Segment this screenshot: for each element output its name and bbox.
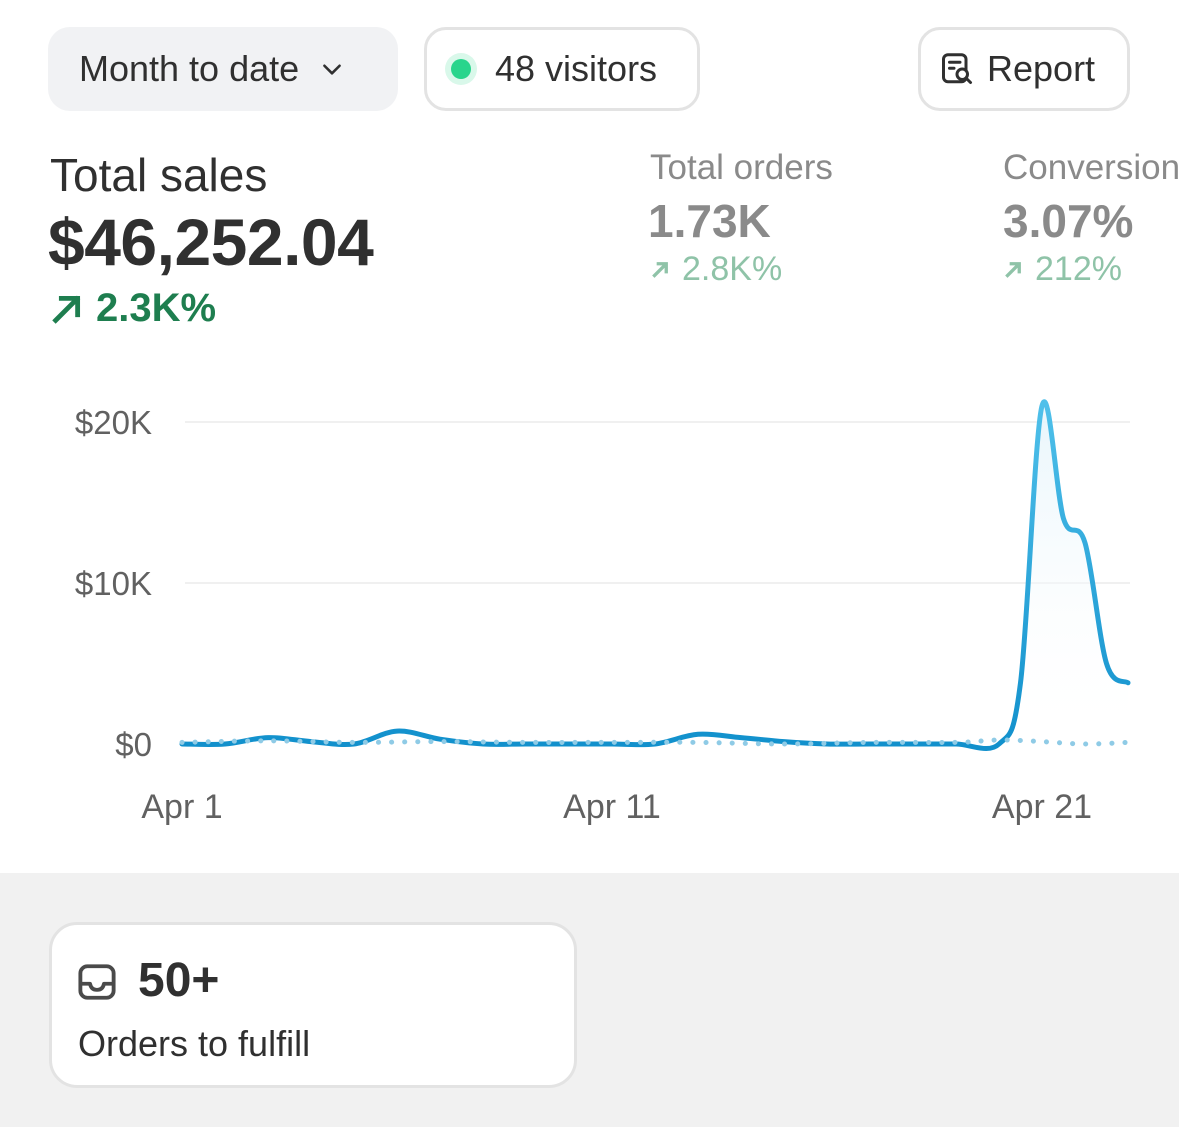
report-button[interactable]: Report: [918, 27, 1130, 111]
total-orders-value: 1.73K: [648, 195, 771, 247]
live-visitors-button[interactable]: 48 visitors: [424, 27, 700, 111]
total-sales-label: Total sales: [50, 149, 268, 201]
y-axis: $20K $10K $0: [75, 404, 152, 763]
conversion-value: 3.07%: [1003, 195, 1134, 247]
chevron-down-icon: [323, 64, 342, 75]
y-tick-label: $20K: [75, 404, 152, 441]
total-orders-delta: 2.8K%: [650, 250, 782, 289]
arrow-up-right-icon: [1005, 261, 1021, 278]
visitors-label: 48 visitors: [495, 48, 658, 89]
report-search-icon: [942, 53, 972, 84]
conversion-delta: 212%: [1003, 250, 1122, 289]
date-range-label: Month to date: [79, 48, 300, 89]
live-dot-icon: [451, 59, 471, 79]
total-sales-delta: 2.3K%: [50, 286, 216, 331]
conversion-delta-value: 212%: [1035, 250, 1122, 288]
y-tick-label: $10K: [75, 565, 152, 602]
chart-series: [179, 399, 1131, 751]
total-sales-value: $46,252.04: [48, 205, 374, 279]
dashboard-top: Month to date 48 visitors Report Total s…: [0, 27, 1179, 850]
sales-line-chart[interactable]: $20K $10K $0 Apr 1 Apr 11 Apr 21: [0, 380, 1179, 850]
chart-grid: [185, 421, 1130, 584]
orders-to-fulfill-count: 50+: [138, 954, 220, 1007]
orders-to-fulfill-label: Orders to fulfill: [78, 1023, 311, 1064]
total-sales-delta-value: 2.3K%: [96, 286, 217, 330]
x-axis: Apr 1 Apr 11 Apr 21: [141, 788, 1092, 826]
arrow-up-right-icon: [52, 295, 81, 324]
x-tick-label: Apr 11: [563, 788, 661, 826]
date-range-dropdown[interactable]: Month to date: [48, 27, 398, 111]
x-tick-label: Apr 1: [141, 788, 222, 826]
y-tick-label: $0: [115, 726, 152, 763]
orders-to-fulfill-card[interactable]: 50+ Orders to fulfill: [49, 922, 577, 1088]
comparison-series-line: [179, 737, 1131, 747]
sales-series-line: [179, 399, 1131, 751]
total-orders-label[interactable]: Total orders: [650, 148, 833, 187]
total-orders-delta-value: 2.8K%: [682, 250, 783, 288]
inbox-icon: [78, 964, 116, 1000]
arrow-up-right-icon: [652, 261, 668, 278]
conversion-label[interactable]: Conversion: [1003, 148, 1179, 187]
x-tick-label: Apr 21: [992, 788, 1092, 826]
sales-area-fill: [182, 401, 1128, 749]
report-label: Report: [987, 48, 1096, 89]
